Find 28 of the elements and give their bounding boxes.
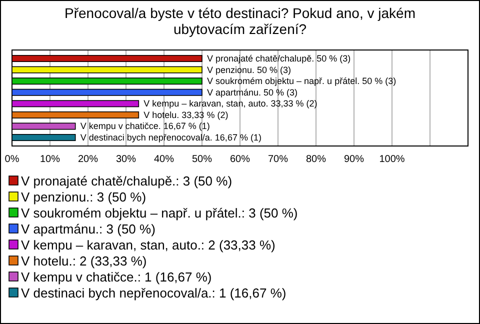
legend-label: V hotelu.: 2 (33,33 %) [21, 254, 147, 268]
data-label: V soukromém objektu – např. u přátel. 50 % (3) [207, 76, 396, 86]
x-tick-label: 70% [268, 154, 288, 165]
x-tick-label: 10% [40, 154, 60, 165]
data-label: V kempu – karavan, stan, auto. 33,33 % (2) [144, 98, 318, 109]
data-label: V pronajaté chatě/chalupě. 50 % (3) [207, 53, 351, 64]
data-label: V kempu v chatičce. 16,67 % (1) [80, 121, 210, 132]
data-label: V apartmánu. 50 % (3) [207, 87, 298, 98]
x-tick-label: 40% [154, 154, 174, 165]
x-tick-label: 60% [230, 154, 250, 165]
data-label: V penzionu. 50 % (3) [207, 64, 292, 75]
x-tick-label: 0% [4, 154, 20, 165]
x-tick-label: 80% [306, 154, 326, 165]
x-tick-label: 90% [344, 154, 364, 165]
legend-label: V kempu – karavan, stan, auto.: 2 (33,33 %) [21, 238, 276, 252]
legend-label: V penzionu.: 3 (50 %) [21, 190, 146, 204]
legend-label: V apartmánu.: 3 (50 %) [21, 222, 156, 236]
data-label: V destinaci bych nepřenocoval/a. 16,67 % (1) [80, 132, 262, 143]
chart-title: Přenocoval/a byste v této destinaci? Pokud ano, v jakém ubytovacím zařízení? [64, 5, 416, 37]
legend-label: V destinaci bych nepřenocoval/a.: 1 (16,67 %) [21, 286, 286, 300]
data-label: V hotelu. 33,33 % (2) [144, 110, 228, 120]
legend-label: V kempu v chatičce.: 1 (16,67 %) [21, 270, 212, 284]
x-tick-label: 30% [116, 154, 136, 165]
legend-label: V soukromém objektu – např. u přátel.: 3 (50 %) [21, 206, 298, 220]
x-tick-label: 20% [78, 154, 98, 165]
legend-label: V pronajaté chatě/chalupě.: 3 (50 %) [21, 174, 232, 188]
x-tick-label: 100% [379, 154, 405, 165]
x-tick-label: 50% [192, 154, 212, 165]
